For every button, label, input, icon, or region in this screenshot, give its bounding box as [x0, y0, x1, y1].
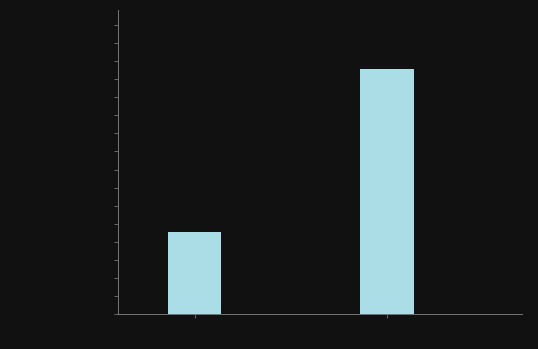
Bar: [360, 69, 414, 314]
Bar: [168, 232, 222, 314]
